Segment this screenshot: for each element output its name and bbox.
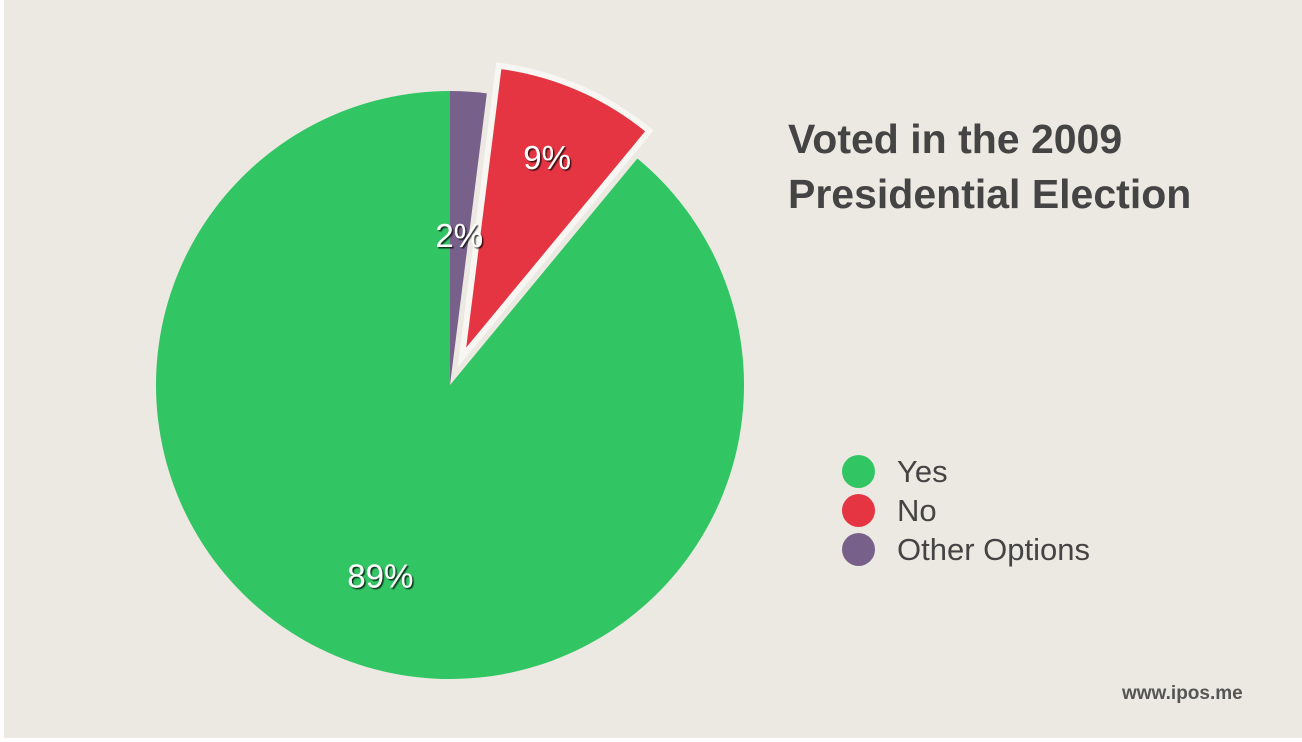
pie-chart: 2% 9% 89%: [155, 62, 744, 679]
pie-label-no: 9%: [523, 139, 571, 176]
chart-title: Voted in the 2009 Presidential Election: [788, 112, 1268, 222]
pie-label-other-options: 2%: [435, 217, 483, 254]
legend-swatch-yes: [842, 455, 875, 488]
legend-swatch-no: [842, 494, 875, 527]
chart-canvas: 2% 9% 89% Voted in the 2009 Presidential E…: [4, 0, 1302, 738]
legend-label-other-options: Other Options: [897, 531, 1090, 567]
footer-url: www.ipos.me: [1122, 683, 1243, 704]
chart-title-line-2: Presidential Election: [788, 171, 1192, 217]
pie-slice-yes: [155, 91, 744, 679]
legend-swatch-other-options: [842, 533, 875, 566]
legend-item-yes: Yes: [842, 452, 1090, 491]
legend-label-no: No: [897, 492, 937, 528]
chart-title-line-1: Voted in the 2009: [788, 116, 1123, 162]
legend-item-no: No: [842, 491, 1090, 530]
legend: Yes No Other Options: [842, 452, 1090, 569]
pie-slice-other-options: [450, 91, 487, 385]
legend-item-other-options: Other Options: [842, 530, 1090, 569]
pie-slice-no: [457, 62, 654, 368]
pie-label-yes: 89%: [347, 557, 413, 594]
legend-label-yes: Yes: [897, 453, 948, 489]
